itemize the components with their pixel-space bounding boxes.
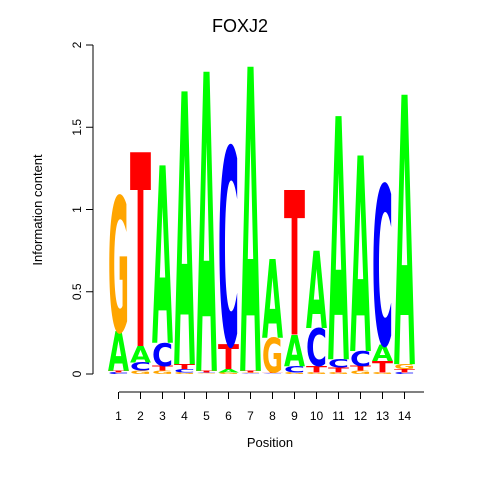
letter-g: G — [240, 372, 261, 373]
y-axis-label: Information content — [30, 154, 45, 266]
x-tick-label: 11 — [332, 409, 345, 423]
letter-g: G — [328, 372, 349, 375]
letter-t: T — [130, 99, 151, 409]
letter-a: A — [196, 0, 217, 468]
letter-g: G — [262, 329, 283, 384]
letter-c: C — [152, 337, 173, 374]
x-tick-label: 14 — [398, 409, 412, 423]
letter-c: C — [240, 373, 261, 374]
x-tick-label: 12 — [354, 409, 368, 423]
letter-a: A — [394, 21, 415, 451]
letter-g: G — [108, 162, 129, 376]
letter-a: A — [328, 49, 349, 438]
x-tick-label: 7 — [247, 409, 254, 423]
letter-g: G — [284, 372, 305, 375]
letter-a: A — [174, 17, 195, 453]
letter-t: T — [372, 358, 393, 377]
letter-a: A — [262, 238, 283, 364]
letter-g: G — [372, 372, 393, 375]
x-tick-label: 10 — [310, 409, 324, 423]
letter-c: C — [328, 358, 349, 371]
letter-a: A — [218, 368, 239, 373]
y-tick-label: 0 — [70, 370, 84, 377]
letter-c: C — [372, 141, 393, 396]
y-tick-label: 1 — [70, 206, 84, 213]
y-tick-label: 0.5 — [70, 283, 84, 300]
letter-c: C — [262, 373, 283, 374]
letter-a: A — [372, 340, 394, 366]
letter-t: T — [262, 372, 283, 373]
letter-g: G — [350, 370, 371, 375]
letter-t: T — [152, 365, 174, 373]
letter-c: C — [196, 372, 217, 373]
letter-g: G — [196, 373, 217, 374]
letter-t: T — [350, 365, 372, 373]
x-tick-label: 5 — [203, 409, 210, 423]
letter-t: T — [240, 370, 261, 373]
letter-t: T — [218, 338, 239, 378]
letter-a: A — [152, 116, 173, 400]
x-tick-label: 6 — [225, 409, 232, 423]
letter-t: T — [174, 363, 196, 371]
letter-a: A — [108, 321, 129, 384]
letter-c: C — [130, 361, 151, 374]
letter-t: T — [108, 370, 129, 373]
x-tick-label: 9 — [291, 409, 298, 423]
letter-a: A — [284, 328, 305, 377]
letter-c: C — [284, 364, 305, 375]
x-tick-label: 1 — [115, 409, 122, 423]
letter-c: C — [174, 368, 195, 373]
letter-g: G — [218, 372, 239, 375]
y-tick-label: 2 — [70, 41, 84, 48]
letter-c: C — [108, 372, 129, 375]
x-tick-label: 2 — [137, 409, 144, 423]
letter-g: G — [130, 370, 151, 375]
letter-c: C — [218, 95, 239, 409]
letter-t: T — [394, 368, 415, 373]
x-tick-label: 13 — [376, 409, 390, 423]
y-ticks: 0 0.5 1 1.5 2 — [70, 41, 93, 377]
x-tick-label: 8 — [269, 409, 276, 423]
letter-c: C — [350, 347, 371, 371]
letter-t: T — [328, 366, 350, 374]
x-tick-label: 3 — [159, 409, 166, 423]
letter-g: G — [174, 372, 195, 375]
letter-t: T — [284, 151, 305, 382]
letter-g: G — [152, 370, 173, 375]
letter-g: G — [306, 372, 327, 375]
letter-c: C — [306, 317, 327, 378]
letter-g: G — [394, 363, 415, 371]
letter-a: A — [130, 342, 152, 368]
chart-title: FOXJ2 — [212, 16, 268, 36]
y-tick-label: 1.5 — [70, 119, 84, 136]
x-tick-label: 4 — [181, 409, 188, 423]
x-ticks: 1 2 3 4 5 6 7 8 9 10 11 12 13 14 — [115, 392, 411, 423]
letter-t: T — [196, 370, 217, 373]
letter-a: A — [306, 231, 327, 354]
letter-a: A — [350, 102, 371, 414]
letter-t: T — [306, 364, 328, 374]
x-axis-label: Position — [247, 435, 293, 450]
letter-a: A — [240, 0, 261, 469]
letter-c: C — [394, 372, 415, 375]
